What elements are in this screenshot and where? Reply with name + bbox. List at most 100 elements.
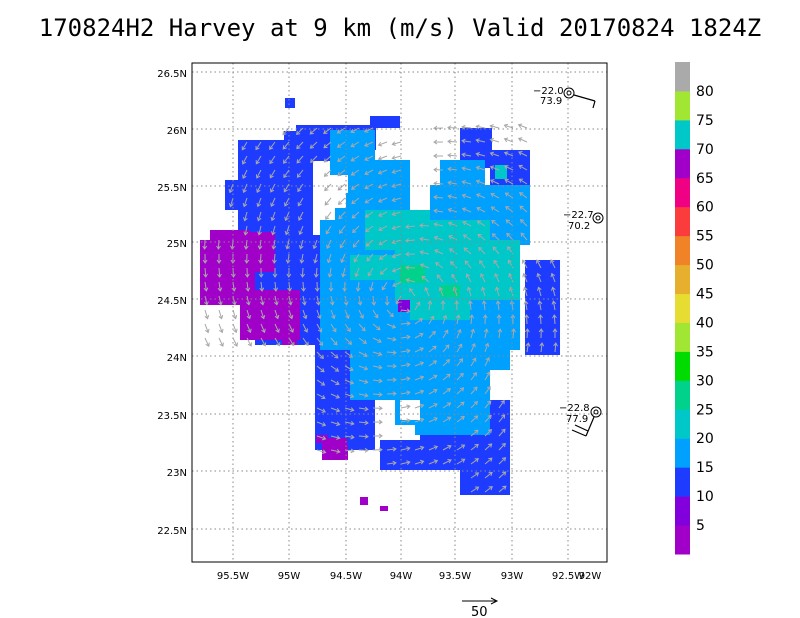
- wind-arrow: [316, 365, 325, 373]
- colorbar-swatch: [675, 148, 690, 179]
- wind-arrow: [463, 247, 472, 255]
- wind-arrow: [414, 361, 425, 367]
- wind-arrow: [551, 300, 557, 311]
- wind-arrow: [302, 309, 308, 320]
- wind-arrow: [519, 205, 528, 213]
- wind-arrow: [414, 332, 424, 339]
- wind-arrow: [447, 139, 458, 144]
- wind-arrow: [478, 246, 486, 255]
- colorbar-label: 65: [696, 171, 714, 187]
- wind-arrow: [218, 309, 224, 320]
- colorbar-label: 20: [696, 431, 714, 447]
- wind-arrow: [550, 286, 556, 297]
- wind-arrow: [433, 235, 444, 241]
- station-icon: [563, 87, 575, 99]
- wind-arrow: [433, 139, 444, 145]
- wind-arrow: [386, 363, 397, 369]
- wind-arrow: [470, 443, 479, 451]
- wind-arrow: [325, 211, 332, 221]
- wind-arrow: [419, 223, 430, 228]
- wind-arrow: [442, 314, 448, 325]
- wind-arrow: [336, 127, 346, 134]
- wind-arrow: [498, 457, 507, 465]
- colorbar: 5 10 15 20 25 30 35 40 45 50 55 60 65 70 75 80: [675, 62, 714, 555]
- wind-arrow: [330, 323, 337, 333]
- wind-arrow: [447, 194, 458, 199]
- wind-arrow: [428, 330, 436, 339]
- wind-arrow: [358, 392, 369, 398]
- wind-arrow: [524, 314, 530, 325]
- wind-arrow: [357, 295, 363, 306]
- wind-arrow: [455, 314, 461, 325]
- wind-arrow: [330, 337, 338, 346]
- wind-arrow: [324, 197, 332, 206]
- wind-arrow: [378, 253, 388, 260]
- wind-arrow: [351, 211, 360, 219]
- wind-arrow: [456, 343, 463, 353]
- wind-arrow: [337, 183, 346, 191]
- wind-arrow: [428, 345, 437, 353]
- wind-arrow: [414, 301, 421, 311]
- wind-arrow: [365, 239, 374, 247]
- wind-arrow: [484, 414, 492, 423]
- wind-arrow: [355, 281, 361, 292]
- wind-arrow: [364, 141, 374, 147]
- wind-arrow: [517, 123, 528, 129]
- wind-arrow: [274, 337, 281, 347]
- wind-arrow: [363, 127, 374, 133]
- lat-tick-label: 25.5N: [157, 183, 187, 194]
- wind-arrow: [358, 309, 364, 319]
- wind-barb-icon: [573, 94, 596, 102]
- wind-arrow: [246, 295, 251, 306]
- wind-arrow: [344, 379, 355, 385]
- wind-arrow: [461, 179, 472, 185]
- colorbar-swatch: [675, 525, 690, 555]
- wind-arrow: [273, 295, 279, 306]
- wind-arrow: [242, 169, 248, 179]
- wind-arrow: [301, 281, 306, 292]
- wind-arrow: [377, 141, 388, 147]
- wind-arrow: [372, 351, 383, 357]
- data-gaps: [316, 175, 420, 439]
- wind-arrow: [367, 267, 374, 277]
- wind-arrow: [414, 459, 425, 465]
- wind-arrow: [519, 219, 528, 227]
- wind-arrow: [365, 225, 374, 233]
- wind-arrow: [461, 207, 472, 213]
- wind-arrow: [256, 183, 262, 193]
- wind-arrow: [337, 197, 346, 205]
- wind-arrow: [470, 357, 477, 367]
- wind-arrow: [364, 211, 374, 218]
- wind-arrow: [447, 221, 458, 227]
- wind-arrow: [269, 183, 276, 193]
- wind-arrow: [218, 323, 224, 334]
- wind-speed-field: [200, 98, 560, 511]
- wind-arrow: [274, 323, 280, 334]
- wind-arrow: [364, 155, 374, 161]
- colorbar-swatch: [675, 206, 690, 237]
- wind-arrow: [366, 253, 374, 262]
- wind-arrow: [326, 253, 332, 264]
- station-icon: [590, 406, 602, 418]
- wind-arrow: [400, 460, 411, 465]
- wind-arrow: [433, 125, 444, 131]
- wind-arrow: [405, 224, 416, 230]
- wind-arrow: [330, 379, 340, 386]
- colorbar-label: 60: [696, 200, 714, 216]
- colorbar-swatch: [675, 380, 690, 410]
- wind-arrow: [462, 234, 472, 241]
- wind-arrow: [525, 342, 531, 353]
- wind-arrow: [344, 407, 355, 412]
- lon-tick-label: 93.5W: [439, 571, 471, 582]
- wind-arrow: [330, 407, 341, 413]
- wind-arrow: [298, 225, 304, 236]
- wind-arrow: [316, 337, 324, 346]
- wind-arrow: [498, 471, 507, 479]
- obs-temp: −22.0: [533, 86, 564, 97]
- wind-arrow: [316, 435, 327, 441]
- wind-arrow: [477, 233, 486, 241]
- colorbar-swatch: [675, 90, 690, 121]
- colorbar-swatch: [675, 264, 690, 295]
- wind-arrow: [461, 124, 472, 130]
- wind-arrow: [273, 281, 279, 292]
